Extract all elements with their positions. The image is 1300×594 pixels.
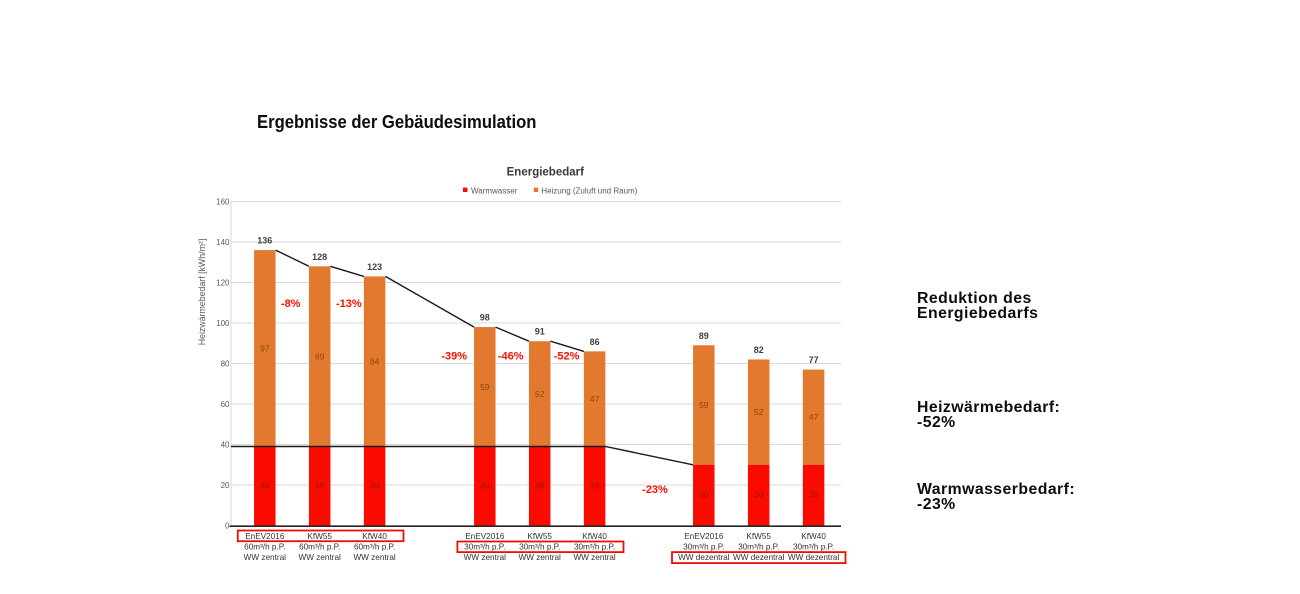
svg-text:KfW55: KfW55: [746, 532, 771, 541]
svg-text:89: 89: [315, 351, 325, 361]
svg-text:-39%: -39%: [441, 350, 467, 362]
svg-text:30m³/h p.P.: 30m³/h p.P.: [519, 542, 560, 551]
svg-text:Warmwasser: Warmwasser: [471, 186, 518, 195]
svg-text:52: 52: [535, 389, 545, 399]
svg-text:EnEV2016: EnEV2016: [684, 532, 724, 541]
svg-text:WW zentral: WW zentral: [573, 553, 615, 562]
svg-text:60m³/h p.P.: 60m³/h p.P.: [299, 542, 340, 551]
svg-text:39: 39: [260, 481, 270, 491]
svg-text:136: 136: [257, 236, 272, 246]
svg-text:60m³/h p.P.: 60m³/h p.P.: [244, 542, 285, 551]
svg-text:-52%: -52%: [554, 350, 580, 362]
svg-text:KfW40: KfW40: [362, 532, 387, 541]
svg-text:KfW55: KfW55: [307, 532, 332, 541]
svg-text:140: 140: [216, 238, 230, 247]
svg-text:39: 39: [315, 481, 325, 491]
svg-text:30m³/h p.P.: 30m³/h p.P.: [793, 542, 834, 551]
svg-text:Energiebedarf: Energiebedarf: [507, 166, 584, 178]
svg-text:EnEV2016: EnEV2016: [465, 532, 505, 541]
svg-text:160: 160: [216, 197, 230, 206]
svg-text:20: 20: [221, 481, 230, 490]
svg-text:59: 59: [699, 400, 709, 410]
svg-text:123: 123: [367, 262, 382, 272]
svg-text:WW dezentral: WW dezentral: [678, 553, 730, 562]
svg-text:KfW40: KfW40: [801, 532, 826, 541]
svg-text:WW zentral: WW zentral: [519, 553, 561, 562]
svg-text:KfW40: KfW40: [582, 532, 607, 541]
svg-text:0: 0: [225, 521, 230, 530]
svg-text:84: 84: [370, 357, 380, 367]
svg-text:39: 39: [590, 481, 600, 491]
svg-text:-23%: -23%: [642, 484, 668, 496]
svg-text:86: 86: [590, 337, 600, 347]
svg-text:59: 59: [480, 382, 490, 392]
svg-text:KfW55: KfW55: [527, 532, 552, 541]
svg-text:77: 77: [809, 355, 819, 365]
svg-text:80: 80: [221, 359, 230, 368]
svg-text:WW zentral: WW zentral: [299, 553, 341, 562]
svg-text:WW dezentral: WW dezentral: [788, 553, 840, 562]
svg-text:40: 40: [221, 440, 230, 449]
svg-text:WW zentral: WW zentral: [464, 553, 506, 562]
svg-text:30m³/h p.P.: 30m³/h p.P.: [738, 542, 779, 551]
svg-text:30m³/h p.P.: 30m³/h p.P.: [683, 542, 724, 551]
svg-text:60m³/h p.P.: 60m³/h p.P.: [354, 542, 395, 551]
svg-text:128: 128: [312, 252, 327, 262]
svg-text:WW zentral: WW zentral: [244, 553, 286, 562]
svg-text:47: 47: [590, 394, 600, 404]
svg-text:52: 52: [754, 407, 764, 417]
svg-text:30: 30: [754, 490, 764, 500]
svg-text:39: 39: [370, 481, 380, 491]
svg-text:-8%: -8%: [281, 298, 301, 310]
svg-text:100: 100: [216, 319, 230, 328]
svg-text:-13%: -13%: [336, 298, 362, 310]
svg-text:30m³/h p.P.: 30m³/h p.P.: [464, 542, 505, 551]
svg-text:30: 30: [699, 490, 709, 500]
svg-text:WW dezentral: WW dezentral: [733, 553, 785, 562]
svg-text:89: 89: [699, 331, 709, 341]
svg-text:82: 82: [754, 345, 764, 355]
svg-text:47: 47: [809, 412, 819, 422]
svg-text:Heizung (Zuluft und Raum): Heizung (Zuluft und Raum): [541, 186, 637, 195]
svg-text:EnEV2016: EnEV2016: [245, 532, 285, 541]
svg-text:120: 120: [216, 278, 230, 287]
svg-text:-46%: -46%: [498, 350, 524, 362]
svg-text:30: 30: [809, 490, 819, 500]
svg-text:39: 39: [480, 481, 490, 491]
svg-text:97: 97: [260, 343, 270, 353]
svg-text:WW zentral: WW zentral: [353, 553, 395, 562]
svg-text:91: 91: [535, 327, 545, 337]
svg-text:98: 98: [480, 313, 490, 323]
svg-text:Heizwärmebedarf [kWh/m²]: Heizwärmebedarf [kWh/m²]: [197, 239, 207, 346]
svg-text:30m³/h p.P.: 30m³/h p.P.: [574, 542, 615, 551]
svg-text:39: 39: [535, 481, 545, 491]
svg-text:60: 60: [221, 400, 230, 409]
